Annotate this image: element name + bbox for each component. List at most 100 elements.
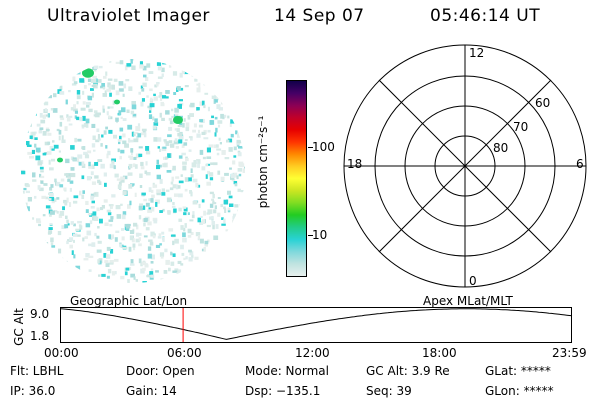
emission-pixel	[27, 151, 32, 155]
emission-pixel	[34, 137, 38, 140]
emission-pixel	[223, 67, 226, 72]
emission-pixel	[209, 191, 214, 195]
emission-pixel	[90, 59, 93, 62]
emission-pixel	[21, 110, 24, 116]
emission-pixel	[138, 91, 141, 95]
emission-pixel	[224, 208, 227, 213]
emission-pixel	[58, 214, 63, 218]
emission-pixel	[240, 75, 245, 80]
emission-pixel	[48, 279, 51, 283]
emission-pixel	[237, 244, 239, 249]
emission-pixel	[76, 90, 81, 95]
emission-pixel	[156, 159, 159, 165]
emission-pixel	[232, 220, 236, 224]
emission-pixel	[132, 243, 136, 248]
emission-pixel	[65, 260, 68, 265]
emission-pixel	[192, 129, 196, 133]
emission-pixel	[124, 271, 128, 276]
emission-pixel	[23, 62, 29, 68]
emission-pixel	[168, 228, 174, 232]
emission-pixel	[127, 204, 131, 209]
emission-pixel	[27, 258, 30, 264]
emission-pixel	[175, 184, 179, 190]
emission-pixel	[195, 182, 199, 188]
emission-pixel	[233, 155, 237, 158]
emission-pixel	[74, 115, 77, 119]
emission-pixel	[141, 98, 145, 102]
emission-pixel	[61, 75, 64, 80]
emission-pixel	[109, 59, 113, 61]
emission-pixel	[68, 123, 73, 126]
emission-pixel	[212, 193, 215, 199]
emission-pixel	[73, 108, 78, 112]
aurora-emission-speckles	[21, 59, 250, 287]
emission-pixel	[166, 170, 172, 173]
emission-pixel	[48, 227, 53, 230]
emission-pixel	[116, 178, 122, 181]
emission-pixel	[22, 59, 25, 62]
emission-pixel	[117, 148, 120, 153]
emission-pixel	[51, 245, 56, 248]
emission-pixel	[73, 81, 78, 85]
emission-pixel	[108, 84, 114, 90]
emission-pixel	[59, 184, 64, 188]
emission-pixel	[228, 274, 233, 278]
emission-pixel	[108, 204, 114, 207]
emission-pixel	[236, 59, 241, 63]
emission-pixel	[101, 273, 106, 277]
emission-pixel	[227, 100, 231, 105]
emission-pixel	[32, 172, 36, 178]
emission-pixel	[147, 105, 152, 109]
emission-pixel	[246, 242, 250, 247]
emission-pixel	[156, 174, 161, 180]
emission-pixel	[118, 181, 122, 186]
emission-pixel	[221, 217, 224, 220]
emission-pixel	[127, 124, 133, 130]
emission-pixel	[133, 138, 139, 143]
emission-pixel	[133, 132, 136, 137]
emission-pixel	[159, 92, 163, 97]
emission-pixel	[89, 63, 94, 67]
emission-pixel	[199, 149, 204, 155]
emission-pixel	[64, 224, 69, 229]
emission-pixel	[81, 194, 85, 199]
emission-pixel	[173, 140, 179, 145]
emission-pixel	[134, 164, 138, 169]
emission-pixel	[165, 283, 169, 287]
emission-pixel	[49, 192, 54, 197]
emission-pixel	[206, 280, 211, 283]
emission-pixel	[190, 102, 195, 108]
emission-pixel	[91, 181, 96, 185]
emission-pixel	[76, 95, 81, 100]
emission-pixel	[162, 62, 167, 65]
emission-pixel	[63, 60, 67, 63]
emission-pixel	[214, 116, 218, 120]
emission-pixel	[59, 211, 65, 216]
emission-pixel	[165, 189, 170, 192]
emission-pixel	[182, 161, 187, 165]
emission-pixel	[70, 145, 75, 150]
emission-pixel	[148, 71, 154, 74]
emission-pixel	[139, 61, 143, 65]
emission-pixel	[233, 75, 236, 78]
emission-pixel	[60, 178, 65, 182]
emission-pixel	[70, 156, 74, 161]
emission-pixel	[145, 161, 148, 166]
emission-pixel	[149, 103, 155, 108]
emission-pixel	[72, 64, 76, 69]
emission-pixel	[88, 83, 91, 86]
emission-pixel	[63, 71, 68, 75]
emission-pixel	[105, 126, 108, 130]
emission-pixel	[162, 236, 165, 242]
emission-pixel	[44, 114, 49, 117]
emission-pixel	[61, 135, 64, 140]
emission-pixel	[33, 271, 37, 275]
emission-pixel	[164, 96, 169, 99]
emission-pixel	[234, 71, 239, 75]
emission-pixel	[86, 176, 91, 181]
emission-pixel	[183, 227, 186, 232]
emission-pixel	[238, 173, 242, 177]
emission-pixel	[109, 224, 113, 227]
emission-pixel	[45, 129, 50, 132]
emission-pixel	[91, 92, 94, 98]
